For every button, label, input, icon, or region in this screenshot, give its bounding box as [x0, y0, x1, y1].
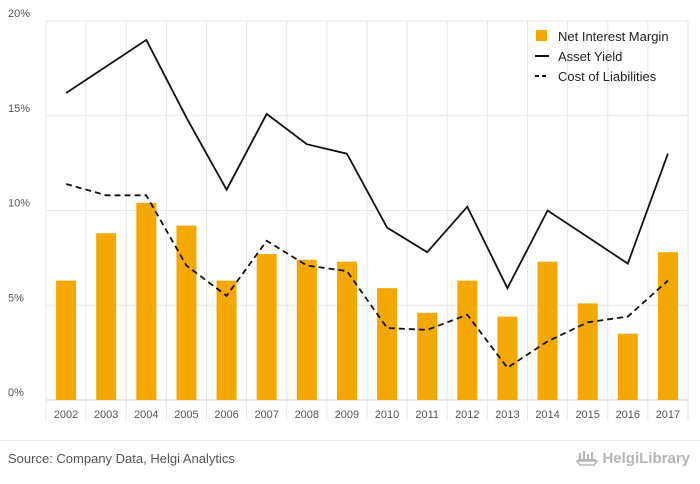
bar-2016 [617, 333, 638, 400]
line-series [65, 38, 669, 370]
x-tick-label: 2008 [295, 409, 319, 421]
x-tick-label: 2009 [335, 409, 359, 421]
line-cost-of-liabilities [65, 183, 669, 370]
x-tick-label: 2006 [214, 409, 238, 421]
legend: Net Interest Margin Asset Yield Cost of Li… [535, 29, 669, 84]
footer: Source: Company Data, Helgi Analytics He… [0, 440, 700, 484]
x-tick-label: 2014 [535, 409, 559, 421]
x-tick-label: 2012 [455, 409, 479, 421]
x-tick-label: 2007 [254, 409, 278, 421]
x-tick-label: 2011 [415, 409, 439, 421]
library-icon [576, 451, 599, 466]
y-tick-label: 15% [8, 103, 30, 115]
bar-2007 [256, 254, 277, 400]
x-tick-label: 2002 [54, 409, 78, 421]
x-tick-label: 2004 [134, 409, 158, 421]
y-axis-ticks: 0% 5% 10% 15% 20% [8, 8, 30, 399]
line-asset-yield [65, 38, 669, 291]
bar-2010 [377, 288, 398, 400]
bar-2015 [577, 303, 598, 400]
brand-name: HelgiLibrary [602, 449, 690, 467]
y-tick-label: 5% [8, 292, 24, 304]
x-tick-label: 2010 [375, 409, 399, 421]
bar-2002 [56, 280, 77, 400]
bar-series-net-interest-margin [56, 202, 678, 400]
bar-2012 [457, 280, 478, 400]
x-tick-label: 2003 [94, 409, 118, 421]
bar-2006 [216, 280, 237, 400]
y-tick-label: 20% [8, 8, 30, 20]
legend-label: Cost of Liabilities [558, 69, 657, 84]
bar-2008 [296, 259, 317, 400]
chart: 0%5%10%15%20% 2002 2003 2004 2005 2006 2007 20… [8, 8, 689, 421]
x-tick-label: 2005 [174, 409, 198, 421]
source-text: Source: Company Data, Helgi Analytics [8, 451, 235, 466]
bar-2011 [417, 312, 438, 400]
bar-2014 [537, 261, 558, 400]
bar-2009 [336, 261, 357, 400]
x-tick-label: 2015 [575, 409, 599, 421]
y-tick-label: 10% [8, 198, 30, 210]
y-tick-label: 0% [8, 387, 24, 399]
x-tick-label: 2017 [656, 409, 680, 421]
legend-label: Asset Yield [558, 49, 622, 64]
bar-2005 [176, 225, 197, 400]
x-tick-label: 2013 [495, 409, 519, 421]
x-axis-ticks: 2002 2003 2004 2005 2006 2007 2008 2009 2010 2011… [54, 409, 680, 421]
x-tick-label: 2016 [616, 409, 640, 421]
bar-2017 [657, 252, 678, 400]
bar-2013 [497, 316, 518, 400]
brand-logo: HelgiLibrary [576, 449, 690, 467]
gridlines [45, 20, 689, 420]
bar-2004 [136, 202, 157, 400]
legend-label: Net Interest Margin [558, 29, 669, 44]
bar-2003 [96, 233, 117, 400]
legend-swatch-bar [536, 30, 547, 41]
